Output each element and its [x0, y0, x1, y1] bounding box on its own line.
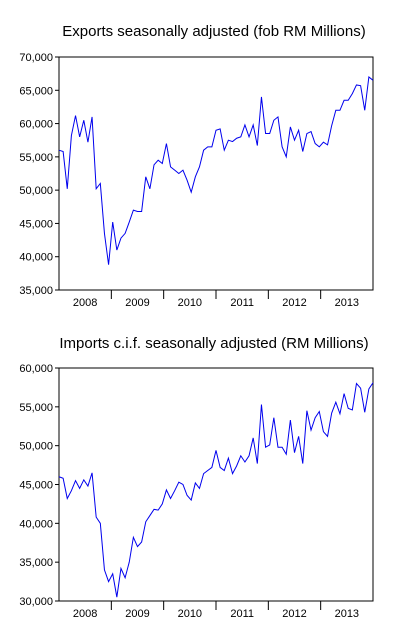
- exports-series-line: [58, 76, 374, 265]
- exports-y-tick-label: 40,000: [19, 252, 53, 264]
- imports-x-tick-label: 2009: [125, 608, 149, 620]
- exports-y-tick-label: 60,000: [19, 119, 53, 131]
- imports-plot-frame: [58, 367, 374, 602]
- imports-x-axis: 2008 2009 2010 2011 2012 2013: [73, 601, 359, 620]
- exports-chart: Exports seasonally adjusted (fob RM Mill…: [19, 23, 374, 309]
- exports-chart-title: Exports seasonally adjusted (fob RM Mill…: [62, 23, 365, 40]
- imports-y-tick-label: 55,000: [19, 402, 53, 414]
- imports-y-axis: 30,000 35,000 40,000 45,000 50,000 55,000 60,0…: [19, 363, 59, 608]
- imports-x-tick-label: 2011: [230, 608, 254, 620]
- imports-y-tick-label: 45,000: [19, 480, 53, 492]
- imports-y-tick-label: 40,000: [19, 518, 53, 530]
- imports-series-line: [58, 382, 374, 598]
- imports-y-tick-label: 60,000: [19, 363, 53, 375]
- imports-x-tick-label: 2012: [282, 608, 306, 620]
- imports-y-tick-label: 35,000: [19, 557, 53, 569]
- imports-x-tick-label: 2008: [73, 608, 97, 620]
- exports-y-tick-label: 65,000: [19, 85, 53, 97]
- exports-x-tick-label: 2011: [230, 297, 254, 309]
- exports-x-tick-label: 2008: [73, 297, 97, 309]
- exports-y-tick-label: 70,000: [19, 52, 53, 64]
- imports-y-tick-label: 50,000: [19, 441, 53, 453]
- imports-x-tick-label: 2010: [178, 608, 202, 620]
- imports-chart: Imports c.i.f. seasonally adjusted (RM M…: [19, 335, 374, 620]
- exports-y-axis: 35,000 40,000 45,000 50,000 55,000 60,000 65,0…: [19, 52, 59, 297]
- exports-y-tick-label: 50,000: [19, 185, 53, 197]
- exports-y-tick-label: 55,000: [19, 152, 53, 164]
- imports-x-tick-label: 2013: [335, 608, 359, 620]
- exports-x-tick-label: 2009: [125, 297, 149, 309]
- imports-chart-title: Imports c.i.f. seasonally adjusted (RM M…: [59, 335, 368, 352]
- exports-x-tick-label: 2010: [178, 297, 202, 309]
- exports-y-tick-label: 45,000: [19, 218, 53, 230]
- exports-x-axis: 2008 2009 2010 2011 2012 2013: [73, 290, 359, 309]
- exports-plot-frame: [58, 56, 374, 291]
- exports-x-tick-label: 2012: [282, 297, 306, 309]
- imports-y-tick-label: 30,000: [19, 596, 53, 608]
- exports-x-tick-label: 2013: [335, 297, 359, 309]
- exports-y-tick-label: 35,000: [19, 285, 53, 297]
